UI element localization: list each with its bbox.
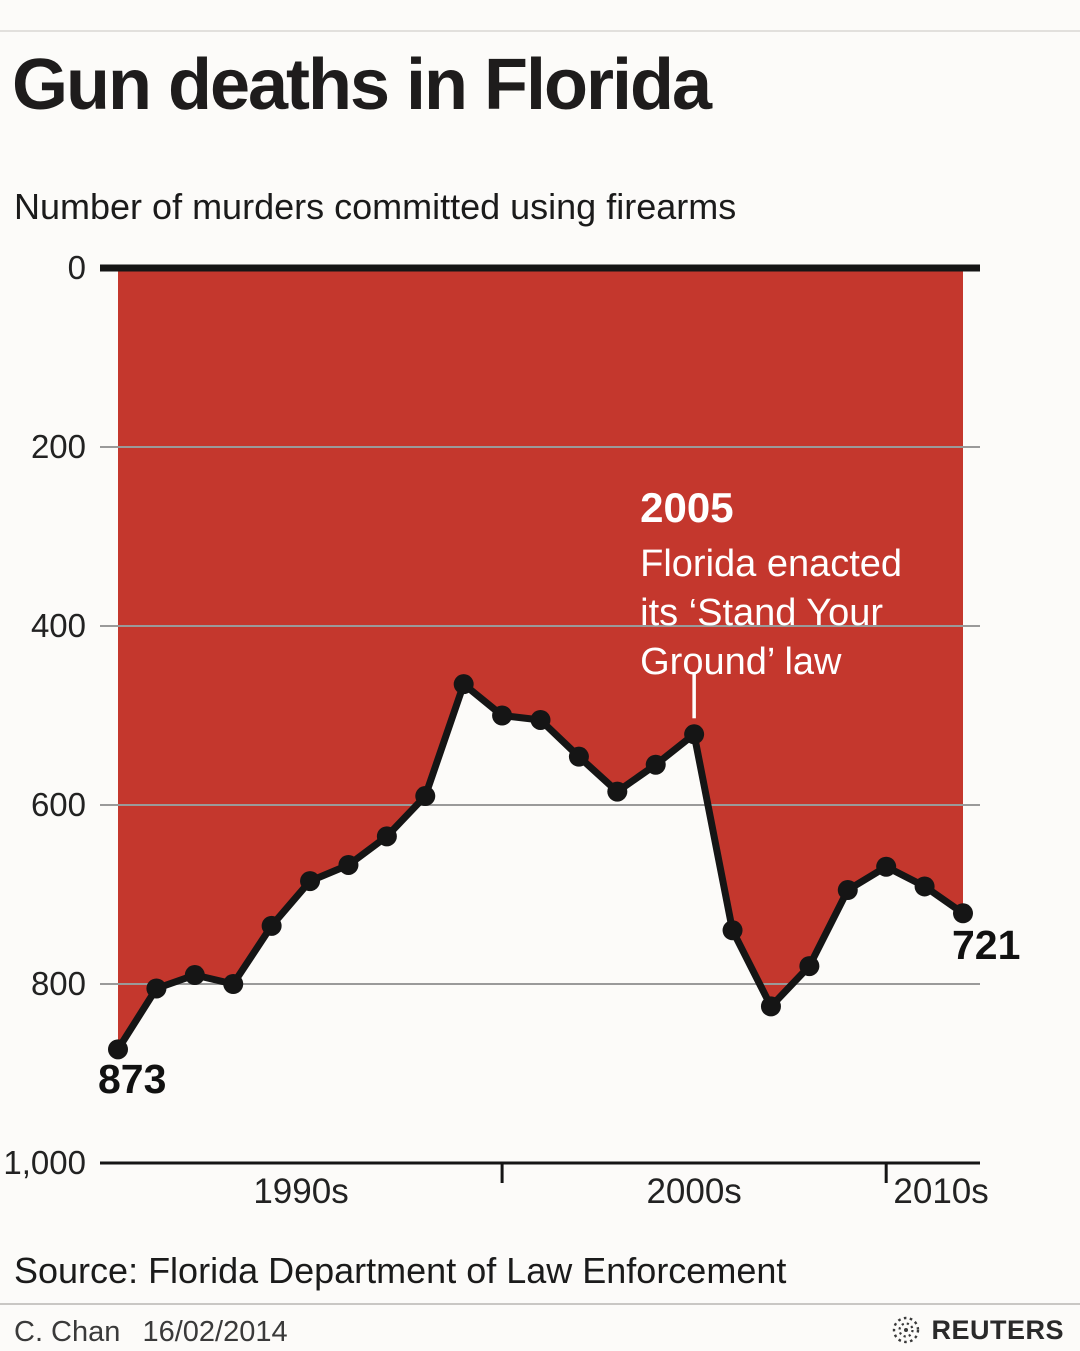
annotation-text-line: Florida enacted xyxy=(640,543,903,585)
data-point xyxy=(184,965,205,986)
data-point xyxy=(338,854,359,875)
x-axis-decade-label: 2010s xyxy=(893,1172,989,1211)
data-point xyxy=(799,956,820,977)
data-point xyxy=(492,705,513,726)
data-point xyxy=(953,903,973,924)
y-axis-tick-label: 1,000 xyxy=(3,1144,86,1181)
annotation-stand-your-ground: 2005 Florida enacted its ‘Stand Your Gro… xyxy=(640,484,1000,687)
data-point xyxy=(876,856,897,877)
area-fill xyxy=(118,268,963,1050)
data-point xyxy=(146,978,167,999)
reuters-logo: REUTERS xyxy=(890,1314,1064,1346)
footer-divider xyxy=(0,1303,1080,1305)
first-point-label: 873 xyxy=(98,1056,167,1102)
data-point xyxy=(914,876,935,897)
page-title: Gun deaths in Florida xyxy=(12,45,712,125)
data-point xyxy=(261,915,282,936)
y-axis-tick-label: 200 xyxy=(30,428,86,465)
data-point xyxy=(530,709,551,730)
annotation-text-line: its ‘Stand Your xyxy=(640,592,884,634)
y-axis-tick-label: 0 xyxy=(67,249,86,286)
data-point xyxy=(223,974,244,994)
data-point xyxy=(722,920,743,941)
data-point xyxy=(760,996,781,1017)
data-point xyxy=(453,674,474,695)
data-point xyxy=(607,781,628,802)
data-point xyxy=(645,754,666,775)
y-axis-tick-label: 400 xyxy=(30,607,86,644)
annotation-year: 2005 xyxy=(640,484,734,531)
data-point xyxy=(300,871,321,892)
reuters-wordmark: REUTERS xyxy=(931,1314,1064,1345)
y-axis-tick-label: 600 xyxy=(30,786,86,823)
y-axis-tick-label: 800 xyxy=(30,965,86,1002)
credit-date: 16/02/2014 xyxy=(142,1316,288,1348)
x-axis-decade-label: 1990s xyxy=(253,1172,349,1211)
source-line: Source: Florida Department of Law Enforc… xyxy=(14,1250,787,1291)
last-point-label: 721 xyxy=(952,922,1021,968)
data-point xyxy=(568,746,589,767)
reuters-globe-icon xyxy=(893,1316,920,1344)
data-point xyxy=(837,880,858,901)
data-point xyxy=(376,826,397,847)
data-point xyxy=(108,1039,128,1060)
annotation-text-line: Ground’ law xyxy=(640,641,842,683)
data-point xyxy=(684,724,705,745)
top-divider xyxy=(0,30,1080,32)
chart-subtitle: Number of murders committed using firear… xyxy=(14,186,737,227)
credit-author: C. Chan xyxy=(14,1316,121,1348)
x-axis-decade-label: 2000s xyxy=(646,1172,742,1211)
credit-line: C. Chan 16/02/2014 xyxy=(14,1316,302,1349)
data-point xyxy=(415,786,436,807)
